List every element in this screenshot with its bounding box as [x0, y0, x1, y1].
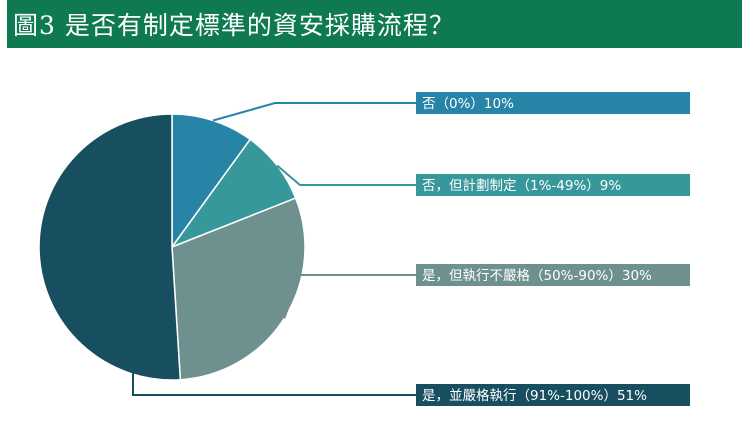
chart-title: 圖3 是否有制定標準的資安採購流程？ — [13, 11, 455, 40]
label-box-2 — [416, 174, 690, 196]
slice-label-1: 否（0%）10% — [422, 96, 514, 112]
leader-line-2 — [276, 164, 416, 186]
label-box-1 — [416, 92, 690, 114]
slice-label-4: 是，並嚴格執行（91%-100%）51% — [422, 388, 647, 404]
slice-label-3: 是，但執行不嚴格（50%-90%）30% — [422, 268, 652, 284]
label-box-3 — [416, 264, 690, 286]
leader-line-1 — [212, 102, 416, 122]
pie-slice-1 — [171, 113, 252, 250]
title-bar: 圖3 是否有制定標準的資安採購流程？ — [7, 0, 742, 48]
label-box-4 — [416, 384, 690, 406]
leader-line-3 — [283, 274, 416, 319]
leader-line-4 — [132, 370, 416, 396]
pie-slice-4 — [38, 113, 182, 381]
slice-label-2: 否，但計劃制定（1%-49%）9% — [422, 178, 621, 194]
